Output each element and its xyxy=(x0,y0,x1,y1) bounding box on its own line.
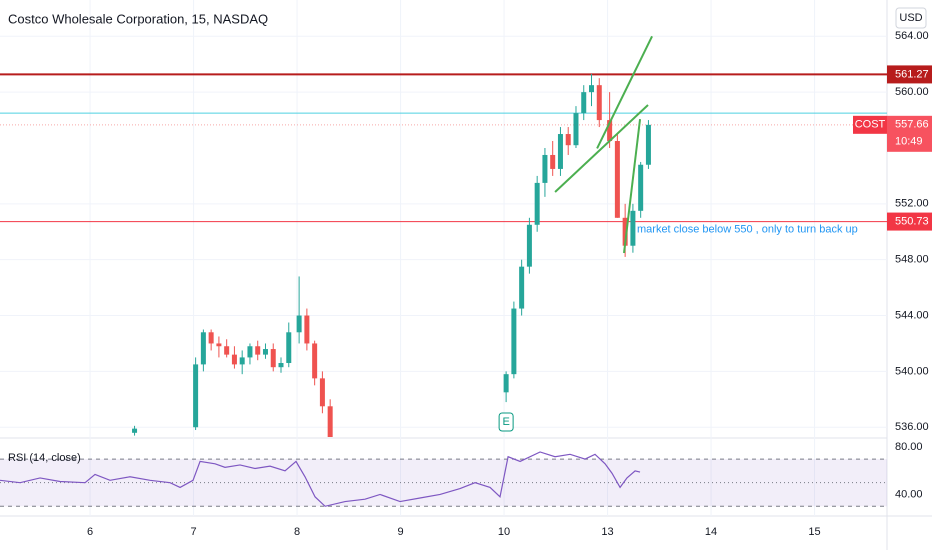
event-label: E xyxy=(502,416,509,428)
candle-body xyxy=(581,92,587,114)
x-tick-label: 14 xyxy=(705,526,717,538)
level-label: 561.27 xyxy=(895,68,929,80)
candle-body xyxy=(193,364,199,428)
currency-button[interactable] xyxy=(895,7,927,29)
candle-body xyxy=(519,266,525,309)
x-tick-label: 10 xyxy=(498,526,510,538)
candle-body xyxy=(511,308,517,375)
y-tick-label: 544.00 xyxy=(895,309,929,321)
candle-body xyxy=(573,113,579,146)
candle-body xyxy=(278,363,284,368)
candle-body xyxy=(565,134,571,146)
candle-body xyxy=(645,124,651,165)
candle-body xyxy=(304,315,310,344)
candle-body xyxy=(262,349,268,355)
candle-body xyxy=(557,134,563,169)
candle-body xyxy=(607,120,613,142)
candle-body xyxy=(534,182,540,225)
last-price: 557.66 xyxy=(895,119,929,131)
trendline xyxy=(554,104,649,193)
level-label-bg xyxy=(887,212,932,231)
candle-body xyxy=(200,332,206,365)
level-label: 550.73 xyxy=(895,215,929,227)
last-price-bg xyxy=(887,115,932,152)
candle-body xyxy=(224,346,230,355)
x-tick-label: 6 xyxy=(87,526,93,538)
annotation: market close below 550 , only to turn ba… xyxy=(637,223,858,235)
candle-body xyxy=(270,349,276,368)
y-tick-label: 552.00 xyxy=(895,198,929,210)
trendline xyxy=(596,35,653,149)
x-tick-label: 9 xyxy=(397,526,403,538)
candle-body xyxy=(550,154,556,169)
candle-body xyxy=(296,315,302,333)
candle-body xyxy=(255,346,261,355)
y-tick-label: 536.00 xyxy=(895,421,929,433)
x-tick-label: 7 xyxy=(190,526,196,538)
candle-body xyxy=(132,428,138,433)
rsi-band xyxy=(0,459,887,507)
x-tick-label: 8 xyxy=(294,526,300,538)
candle-body xyxy=(247,346,253,358)
level-label-bg xyxy=(887,65,932,84)
candle-body xyxy=(614,141,620,218)
candle-body xyxy=(239,357,245,365)
y-tick-label: 548.00 xyxy=(895,254,929,266)
candle-body xyxy=(286,332,292,364)
chart-title: Costco Wholesale Corporation, 15, NASDAQ xyxy=(8,11,268,26)
countdown: 10:49 xyxy=(895,136,923,148)
candle-body xyxy=(596,85,602,121)
candle-body xyxy=(231,354,237,365)
y-tick-label: 564.00 xyxy=(895,30,929,42)
candle-body xyxy=(319,378,325,407)
candle-body xyxy=(542,154,548,183)
candle-body xyxy=(327,406,333,437)
candle-body xyxy=(638,164,644,211)
y-tick-label: 560.00 xyxy=(895,86,929,98)
event-marker xyxy=(498,412,514,432)
x-tick-label: 13 xyxy=(601,526,613,538)
rsi-title: RSI (14, close) xyxy=(8,452,81,464)
x-tick-label: 15 xyxy=(808,526,820,538)
rsi-tick-label: 80.00 xyxy=(895,441,923,453)
candle-body xyxy=(216,343,222,347)
candle-body xyxy=(312,343,318,379)
y-tick-label: 540.00 xyxy=(895,365,929,377)
rsi-tick-label: 40.00 xyxy=(895,488,923,500)
candle-body xyxy=(622,217,628,246)
candle-body xyxy=(630,210,636,246)
currency[interactable]: USD xyxy=(899,12,922,24)
symbol-tag xyxy=(853,115,887,134)
candle-body xyxy=(208,332,214,344)
rsi-line xyxy=(0,451,641,507)
candle-body xyxy=(526,224,532,267)
symbol-label: COST xyxy=(855,119,886,131)
candle-body xyxy=(589,85,595,93)
trendline xyxy=(623,118,642,254)
candle-body xyxy=(503,374,509,393)
